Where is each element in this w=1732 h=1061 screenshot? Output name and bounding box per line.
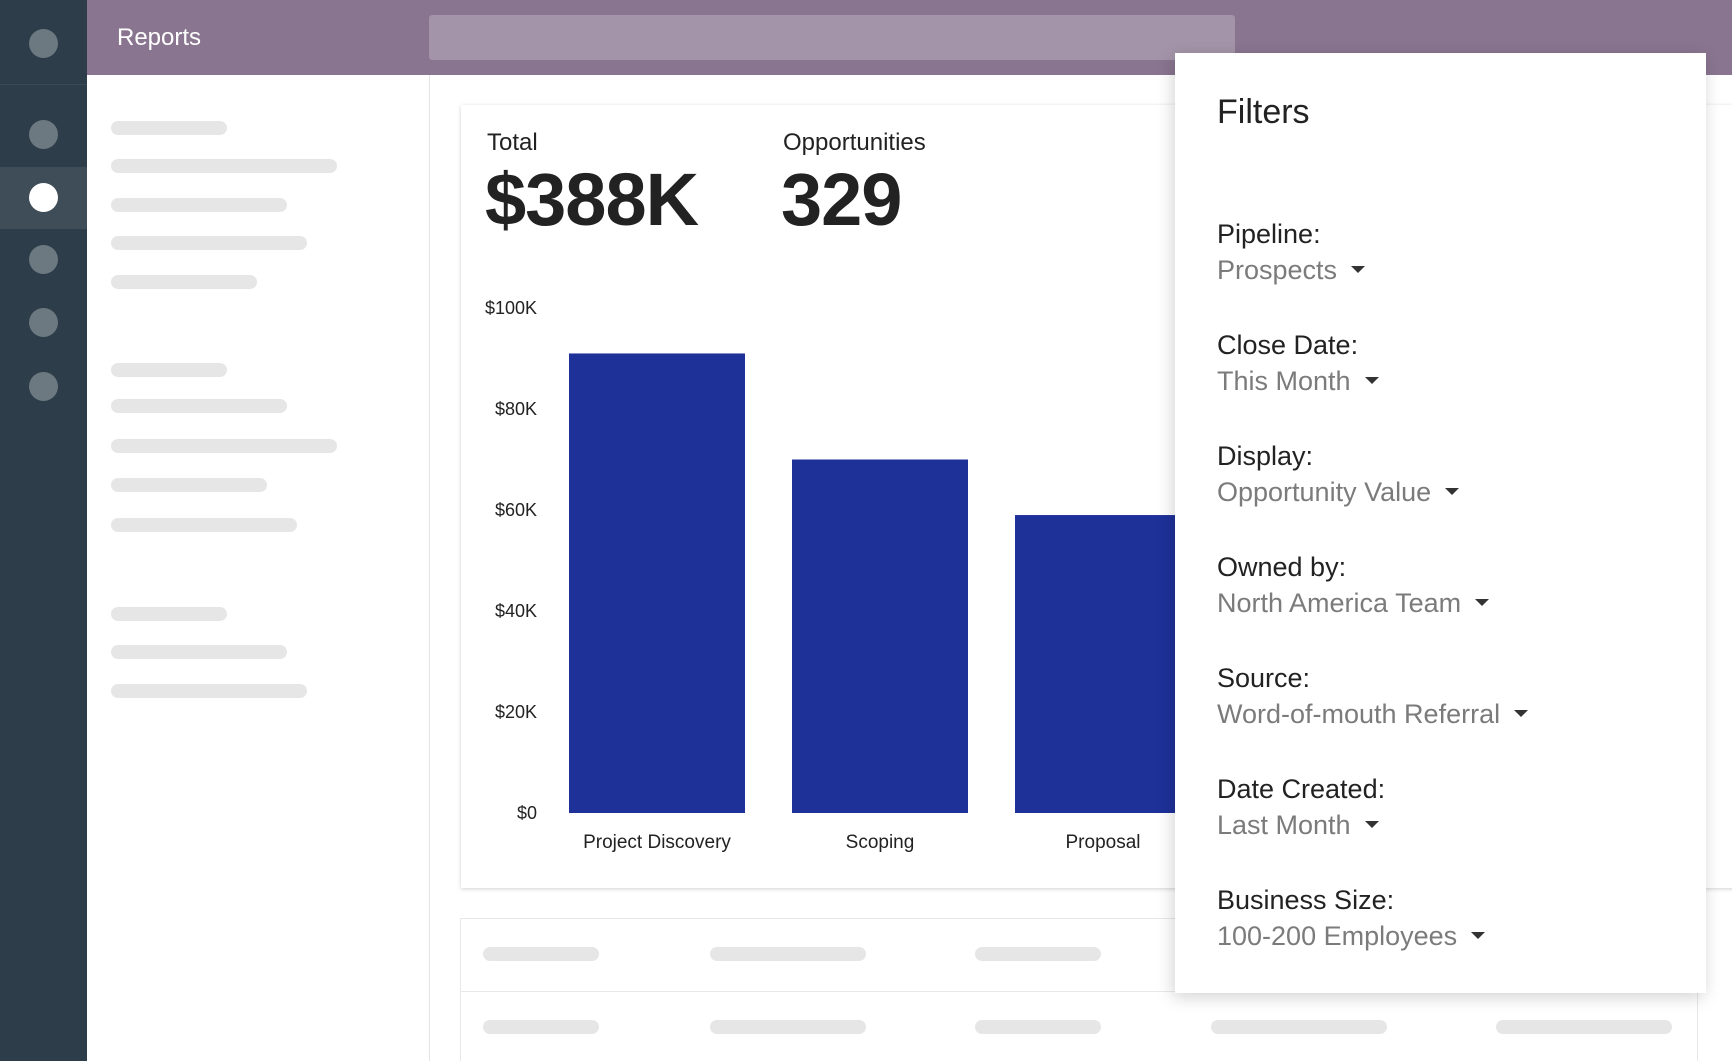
filter-label: Business Size:: [1217, 885, 1395, 915]
nav-icon-3[interactable]: [29, 245, 58, 274]
table-cell-placeholder: [1211, 1020, 1387, 1034]
table-cell-placeholder: [1496, 1020, 1672, 1034]
sidebar-placeholder[interactable]: [111, 159, 337, 173]
bar-chart: $0 $20K $40K $60K $80K $100K Project Discovery…: [485, 298, 1191, 853]
filter-pipeline-dropdown[interactable]: Prospects: [1217, 253, 1366, 287]
filters-panel: Filters Pipeline: Prospects Close Date: …: [1175, 53, 1706, 993]
x-tick-label: Proposal: [1066, 832, 1141, 853]
kpi-opportunities-value: 329: [781, 158, 902, 241]
sidebar-placeholder[interactable]: [111, 607, 227, 621]
caret-down-icon[interactable]: [1475, 599, 1490, 607]
nav-icon-4[interactable]: [29, 308, 58, 337]
filter-value[interactable]: North America Team: [1217, 588, 1462, 618]
y-tick-label: $40K: [495, 601, 537, 621]
search-input[interactable]: [429, 15, 1235, 60]
nav-icon-reports[interactable]: [29, 183, 58, 212]
y-tick-label: $0: [517, 803, 537, 823]
y-tick-label: $60K: [495, 500, 537, 520]
filter-value[interactable]: This Month: [1217, 366, 1351, 396]
caret-down-icon[interactable]: [1445, 488, 1460, 496]
filter-display: Display: Opportunity Value: [1217, 439, 1460, 509]
table-row-divider: [461, 991, 1697, 992]
y-tick-label: $20K: [495, 702, 537, 722]
app-logo-icon[interactable]: [29, 29, 58, 58]
nav-item-active[interactable]: [0, 167, 87, 229]
rail-logo-area: [0, 0, 87, 85]
filters-title: Filters: [1217, 93, 1310, 131]
nav-icon-5[interactable]: [29, 372, 58, 401]
filter-label: Date Created:: [1217, 774, 1386, 804]
filter-label: Source:: [1217, 663, 1311, 693]
table-cell-placeholder: [483, 1020, 599, 1034]
filter-label: Display:: [1217, 441, 1314, 471]
filter-value[interactable]: Last Month: [1217, 810, 1351, 840]
filter-value[interactable]: Prospects: [1217, 255, 1338, 285]
bar-project-discovery[interactable]: [569, 353, 745, 813]
table-cell-placeholder: [975, 1020, 1101, 1034]
table-cell-placeholder: [975, 947, 1101, 961]
reports-sidebar: [87, 75, 430, 1061]
filter-business-size-dropdown[interactable]: 100-200 Employees: [1217, 919, 1486, 953]
filter-value[interactable]: Word-of-mouth Referral: [1217, 699, 1501, 729]
filter-value[interactable]: Opportunity Value: [1217, 477, 1432, 507]
table-cell-placeholder: [710, 1020, 866, 1034]
filter-date-created-dropdown[interactable]: Last Month: [1217, 808, 1379, 842]
filter-source-dropdown[interactable]: Word-of-mouth Referral: [1217, 697, 1529, 731]
nav-rail: [0, 0, 87, 1061]
filter-date-created: Date Created: Last Month: [1217, 772, 1385, 842]
sidebar-placeholder[interactable]: [111, 363, 227, 377]
filter-display-dropdown[interactable]: Opportunity Value: [1217, 475, 1460, 509]
x-tick-label: Project Discovery: [583, 832, 731, 853]
nav-icon-1[interactable]: [29, 120, 58, 149]
caret-down-icon[interactable]: [1364, 377, 1379, 385]
sidebar-placeholder[interactable]: [111, 121, 227, 135]
sidebar-placeholder[interactable]: [111, 198, 287, 212]
sidebar-placeholder[interactable]: [111, 236, 307, 250]
kpi-total-label: Total: [487, 129, 538, 156]
sidebar-placeholder[interactable]: [111, 478, 267, 492]
caret-down-icon[interactable]: [1351, 266, 1366, 274]
filter-owned-by-dropdown[interactable]: North America Team: [1217, 586, 1490, 620]
y-tick-label: $80K: [495, 399, 537, 419]
filter-close-date: Close Date: This Month: [1217, 328, 1379, 398]
table-cell-placeholder: [483, 947, 599, 961]
filter-source: Source: Word-of-mouth Referral: [1217, 661, 1529, 731]
caret-down-icon[interactable]: [1514, 710, 1529, 718]
filter-owned-by: Owned by: North America Team: [1217, 550, 1490, 620]
caret-down-icon[interactable]: [1471, 932, 1486, 940]
filter-pipeline: Pipeline: Prospects: [1217, 217, 1366, 287]
sidebar-placeholder[interactable]: [111, 645, 287, 659]
top-header: Reports: [87, 0, 1732, 75]
sidebar-placeholder[interactable]: [111, 439, 337, 453]
sidebar-placeholder[interactable]: [111, 684, 307, 698]
filter-business-size: Business Size: 100-200 Employees: [1217, 883, 1486, 953]
page-title: Reports: [117, 24, 202, 51]
sidebar-placeholder[interactable]: [111, 518, 297, 532]
table-cell-placeholder: [710, 947, 866, 961]
caret-down-icon[interactable]: [1364, 821, 1379, 829]
x-tick-label: Scoping: [846, 832, 915, 853]
filter-close-date-dropdown[interactable]: This Month: [1217, 364, 1379, 398]
filter-label: Pipeline:: [1217, 219, 1321, 249]
filter-value[interactable]: 100-200 Employees: [1217, 921, 1458, 951]
kpi-total-value: $388K: [485, 158, 699, 241]
y-tick-label: $100K: [485, 298, 537, 318]
bar-scoping[interactable]: [792, 459, 968, 814]
filter-label: Owned by:: [1217, 552, 1347, 582]
sidebar-placeholder[interactable]: [111, 399, 287, 413]
bar-proposal[interactable]: [1015, 515, 1191, 813]
filter-label: Close Date:: [1217, 330, 1359, 360]
sidebar-placeholder[interactable]: [111, 275, 257, 289]
kpi-opportunities-label: Opportunities: [783, 129, 926, 156]
